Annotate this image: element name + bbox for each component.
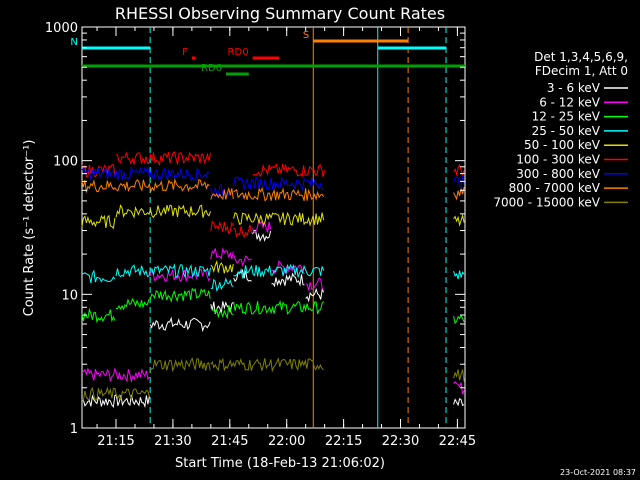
x-tick-label-4: 22:15 [325, 434, 362, 449]
series-1 [81, 220, 465, 395]
legend-label-7: 800 - 7000 keV [509, 181, 601, 195]
series-4 [81, 204, 465, 274]
x-tick-label-3: 22:00 [268, 434, 305, 449]
timestamp: 23-Oct-2021 08:37 [560, 468, 636, 477]
flag-label-2: S [303, 30, 309, 41]
plot-frame [81, 26, 466, 429]
series-8 [81, 357, 465, 401]
y-tick-label-2: 100 [53, 155, 78, 170]
series-6 [81, 165, 465, 198]
legend-header-0: Det 1,3,4,5,6,9, [534, 50, 628, 64]
x-tick-label-0: 21:15 [97, 434, 134, 449]
chart-title: RHESSI Observing Summary Count Rates [115, 4, 445, 23]
x-axis-label: Start Time (18-Feb-13 21:06:02) [175, 456, 385, 471]
y-tick-label-0: 1 [70, 422, 78, 437]
legend-label-2: 12 - 25 keV [532, 110, 601, 124]
series-3 [81, 263, 465, 293]
legend-label-8: 7000 - 15000 keV [493, 195, 600, 209]
legend-header-1: FDecim 1, Att 0 [535, 64, 628, 78]
legend-label-5: 100 - 300 keV [516, 153, 600, 167]
legend-label-0: 3 - 6 keV [547, 81, 601, 95]
x-tick-label-5: 22:30 [382, 434, 419, 449]
series-0 [81, 229, 465, 409]
legend: Det 1,3,4,5,6,9,FDecim 1, Att 0 3 - 6 keV… [493, 50, 628, 209]
series-2 [81, 287, 465, 325]
series-5 [81, 151, 465, 239]
legend-label-4: 50 - 100 keV [524, 138, 601, 152]
y-axis-label: Count Rate (s⁻¹ detector⁻¹) [22, 140, 37, 317]
series-group [81, 151, 465, 409]
vertical-markers [149, 27, 447, 428]
flag-label-3: RD0 [228, 47, 249, 58]
y-tick-label-3: 1000 [45, 21, 78, 36]
flag-bars: N F S RD0 RD6 [70, 30, 465, 76]
axes: 21:15 21:30 21:45 22:00 22:15 22:30 22:45 1 10 10… [45, 21, 476, 449]
y-tick-label-1: 10 [61, 288, 78, 303]
flag-label-0: N [70, 37, 77, 48]
series-7 [81, 177, 465, 202]
x-tick-label-2: 21:45 [211, 434, 248, 449]
legend-label-3: 25 - 50 keV [532, 124, 601, 138]
x-tick-label-6: 22:45 [439, 434, 476, 449]
legend-label-6: 300 - 800 keV [516, 167, 600, 181]
flag-label-1: F [182, 47, 188, 58]
legend-label-1: 6 - 12 keV [539, 95, 601, 109]
flag-label-5: RD6 [201, 63, 222, 74]
x-tick-label-1: 21:30 [154, 434, 191, 449]
